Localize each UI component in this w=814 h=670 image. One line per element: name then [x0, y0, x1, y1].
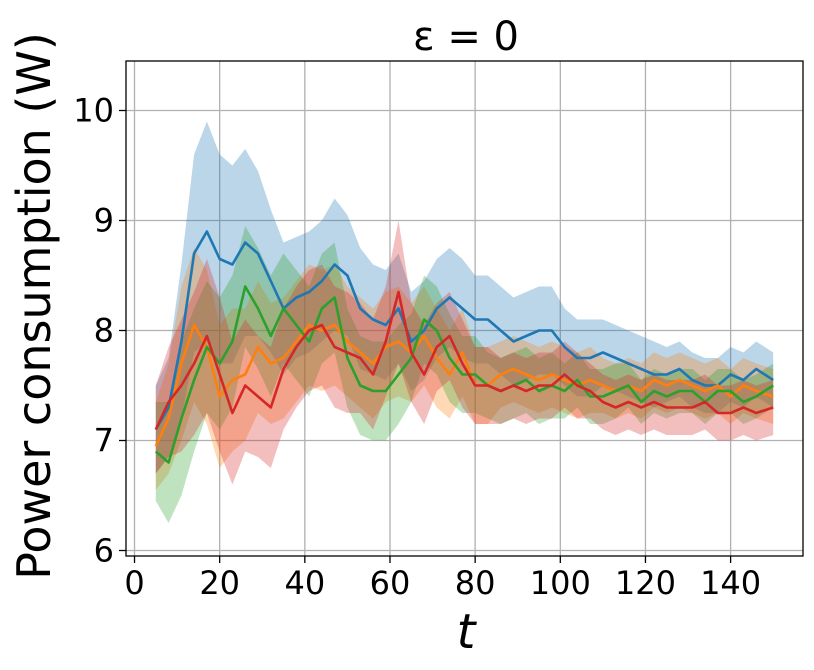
- x-tick-label: 40: [284, 564, 325, 602]
- grid-lines: [126, 61, 803, 556]
- x-axis-ticks: 0 20 40 60 80 100 120 140: [124, 556, 761, 602]
- x-axis-label: t: [457, 604, 478, 660]
- series-1-band: [155, 121, 774, 474]
- series-2-line: [154, 323, 774, 447]
- y-tick-label: 9: [94, 202, 114, 240]
- y-tick-label: 10: [73, 92, 114, 130]
- series-4-band: [155, 220, 774, 485]
- y-tick-label: 7: [94, 422, 114, 460]
- series-3-line: [154, 285, 774, 464]
- x-tick-label: 100: [530, 564, 591, 602]
- series-1-line: [154, 230, 774, 431]
- series-bands: [155, 121, 774, 523]
- x-tick-label: 120: [615, 564, 676, 602]
- y-axis-ticks: 6 7 8 9 10: [73, 92, 126, 570]
- chart-title: ε = 0: [413, 14, 519, 60]
- x-tick-label: 140: [700, 564, 761, 602]
- x-tick-label: 80: [455, 564, 496, 602]
- series-lines: [154, 230, 774, 464]
- y-tick-label: 8: [94, 312, 114, 350]
- x-tick-label: 0: [124, 564, 144, 602]
- series-4-line: [154, 290, 774, 431]
- y-tick-label: 6: [94, 532, 114, 570]
- x-tick-label: 60: [370, 564, 411, 602]
- y-axis-label: Power consumption (W): [7, 32, 61, 580]
- x-tick-label: 20: [199, 564, 240, 602]
- plot-frame: [125, 60, 804, 557]
